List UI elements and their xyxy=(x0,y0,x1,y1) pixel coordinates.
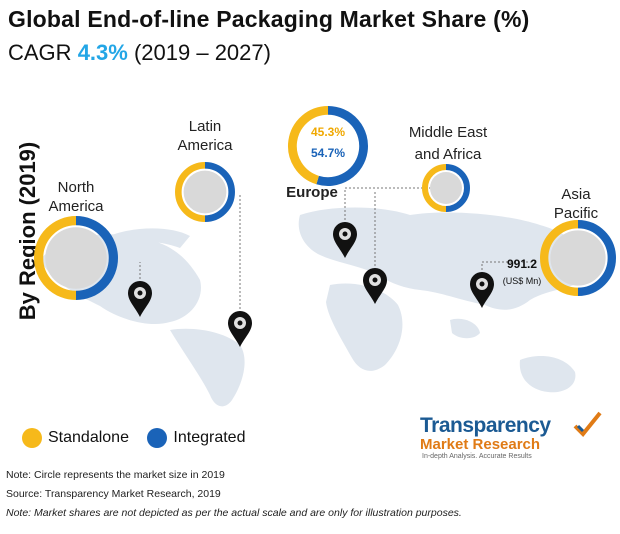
cagr-label: CAGR xyxy=(8,40,72,65)
latin-america-slice-integrated xyxy=(204,162,235,222)
logo-brand: Transparency xyxy=(420,414,551,437)
latin-america-center xyxy=(183,170,227,214)
cagr-period: (2019 – 2027) xyxy=(133,40,271,65)
label-europe: Europe xyxy=(286,184,338,201)
label-mea-line2: and Africa xyxy=(415,146,482,163)
note-circle-size: Note: Circle represents the market size … xyxy=(6,469,225,481)
label-asia-pacific-line1: Asia xyxy=(561,186,591,203)
legend-swatch-standalone xyxy=(22,428,42,448)
logo-sub: Market Research xyxy=(420,436,541,453)
legend-label-integrated: Integrated xyxy=(173,429,246,446)
europe-standalone-value: 45.3% xyxy=(311,125,345,139)
legend: Standalone Integrated xyxy=(22,428,259,453)
legend-swatch-integrated xyxy=(147,428,168,448)
europe-slice-integrated xyxy=(316,106,368,186)
cagr-line: CAGR 4.3% (2019 – 2027) xyxy=(8,40,271,66)
north-america-slice-integrated xyxy=(75,216,118,300)
note-scale-disclaimer: Note: Market shares are not depicted as … xyxy=(6,507,462,519)
latin-america-slice-standalone xyxy=(175,162,206,222)
map-pin-latin-america xyxy=(228,311,252,347)
asia-pacific-market-size: 991.2 xyxy=(507,257,537,271)
label-asia-pacific-line2: Pacific xyxy=(554,205,599,222)
world-map xyxy=(40,207,591,407)
asia-pacific-slice-integrated xyxy=(577,220,616,296)
legend-item-integrated: Integrated xyxy=(147,428,245,448)
map-pin-europe xyxy=(333,222,357,258)
chart-title: Global End-of-line Packaging Market Shar… xyxy=(8,6,530,32)
cagr-value: 4.3% xyxy=(77,40,128,65)
north-america-center xyxy=(45,227,107,289)
asia-pacific-slice-standalone xyxy=(540,220,579,296)
europe-integrated-value: 54.7% xyxy=(311,146,345,160)
legend-item-standalone: Standalone xyxy=(22,428,129,448)
map-pin-middle-east-africa xyxy=(363,268,387,304)
logo-tagline: In-depth Analysis. Accurate Results xyxy=(422,453,532,460)
asia-pacific-center xyxy=(550,230,606,286)
europe-slice-standalone xyxy=(288,106,329,185)
label-latin-america-line1: Latin xyxy=(189,118,222,135)
map-pin-north-america xyxy=(128,281,152,317)
check-icon xyxy=(573,411,602,437)
europe-center xyxy=(298,116,358,176)
notes: Note: Circle represents the market size … xyxy=(6,466,462,523)
label-mea-line1: Middle East xyxy=(409,124,488,141)
label-north-america-line2: America xyxy=(48,198,104,215)
middle-east-africa-center xyxy=(430,172,462,204)
note-source: Source: Transparency Market Research, 20… xyxy=(6,488,221,500)
middle-east-africa-slice-standalone xyxy=(422,164,447,212)
north-america-slice-standalone xyxy=(34,216,77,300)
label-latin-america-line2: America xyxy=(177,137,233,154)
map-pins xyxy=(128,222,494,347)
label-north-america-line1: North xyxy=(58,179,95,196)
region-donuts xyxy=(34,106,616,300)
legend-label-standalone: Standalone xyxy=(48,429,129,446)
brand-logo: Transparency Market Research In-depth An… xyxy=(420,411,602,460)
middle-east-africa-slice-integrated xyxy=(445,164,470,212)
map-pin-asia-pacific xyxy=(470,272,494,308)
asia-pacific-market-unit: (US$ Mn) xyxy=(503,276,542,286)
